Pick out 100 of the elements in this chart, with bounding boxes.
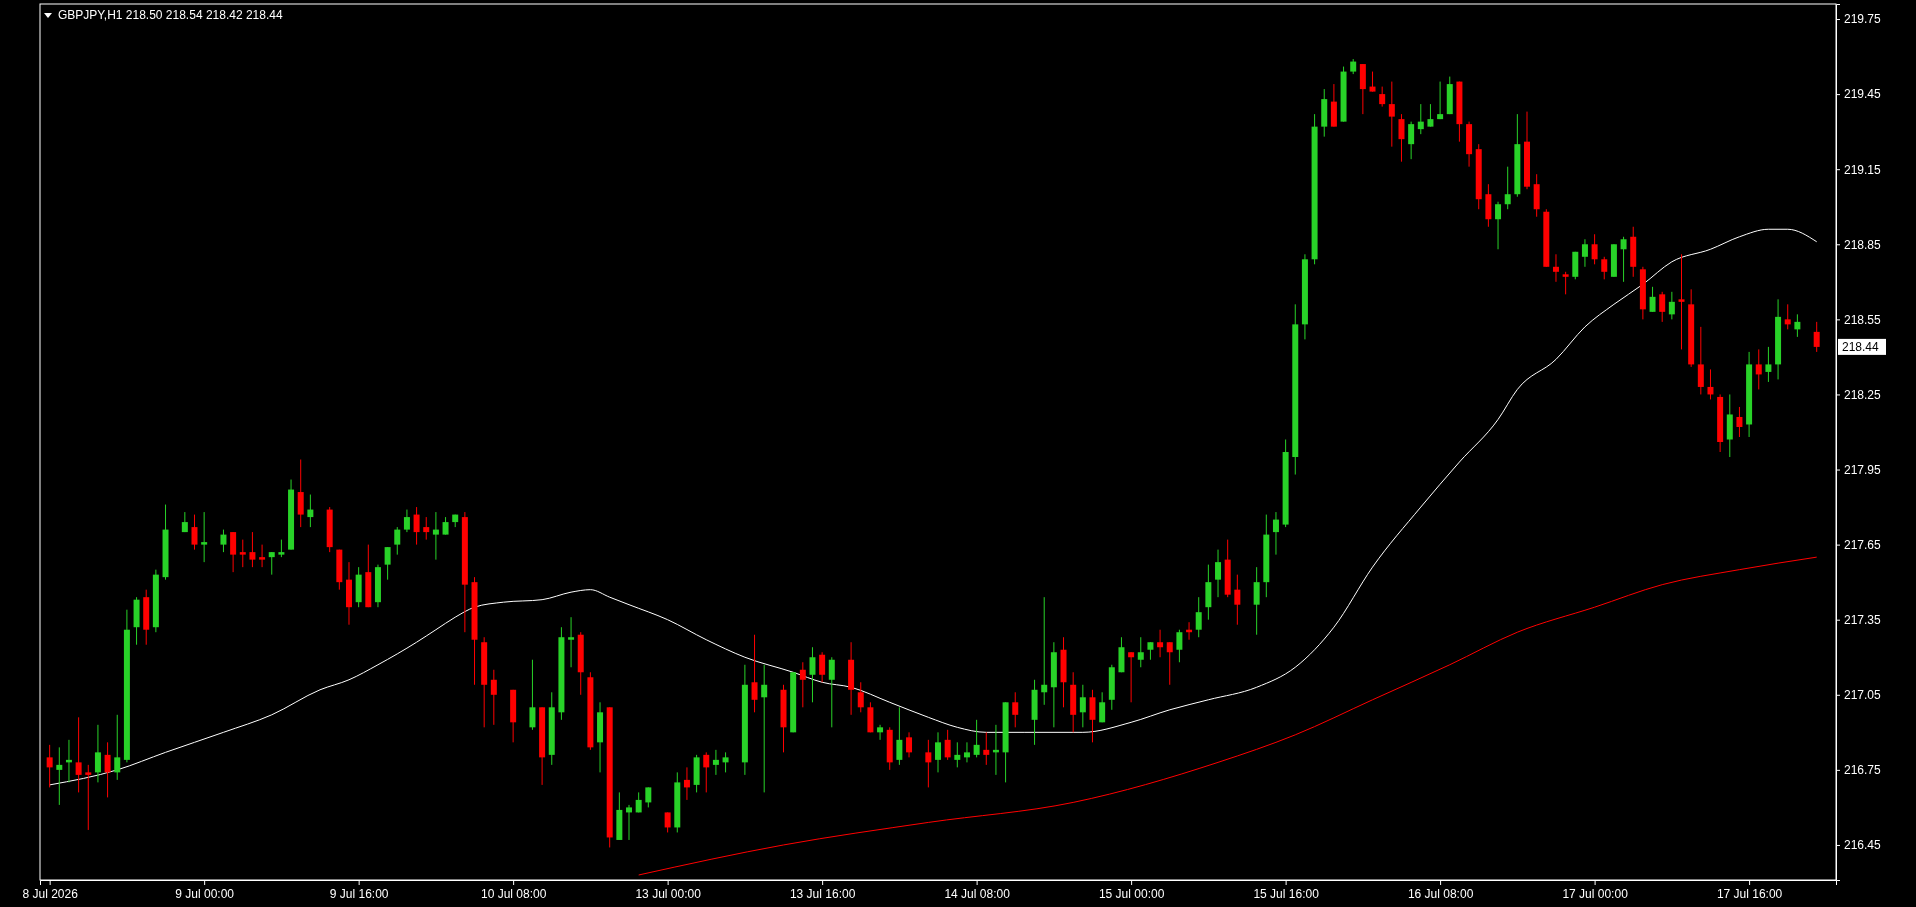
x-tick-label: 16 Jul 08:00 — [1407, 886, 1474, 901]
candlestick — [1234, 574, 1241, 626]
candlestick — [297, 459, 304, 528]
candlestick — [529, 659, 536, 731]
candlestick — [1707, 368, 1714, 400]
y-tick-label: 217.95 — [1844, 462, 1882, 477]
x-tick-label: 10 Jul 08:00 — [480, 886, 547, 901]
candlestick — [239, 539, 246, 568]
candlestick — [751, 634, 758, 713]
candlestick — [1369, 71, 1376, 93]
candlestick — [954, 741, 961, 768]
candlestick — [1736, 406, 1743, 438]
candlestick — [1659, 291, 1666, 323]
candlestick — [423, 516, 430, 541]
candlestick — [1784, 303, 1791, 330]
line-series — [638, 556, 1818, 876]
y-tick-label: 217.35 — [1844, 613, 1882, 628]
candlestick — [1379, 86, 1386, 108]
candlestick — [75, 716, 82, 793]
x-tick-label: 13 Jul 16:00 — [789, 886, 856, 901]
candlestick — [1562, 271, 1569, 295]
candlestick — [1195, 596, 1202, 638]
x-tick-label: 9 Jul 00:00 — [175, 886, 235, 901]
candlestick — [828, 656, 835, 728]
y-tick-label: 219.45 — [1844, 87, 1882, 102]
text: 218.44 — [1842, 340, 1880, 355]
candlestick — [1128, 651, 1135, 703]
candlestick — [983, 731, 990, 766]
candlestick — [220, 529, 227, 553]
candlestick — [1678, 253, 1685, 350]
candlestick — [104, 741, 111, 798]
candlestick — [249, 531, 256, 568]
candlestick — [703, 751, 710, 793]
x-tick-label: 9 Jul 16:00 — [329, 886, 389, 901]
y-tick-label: 217.65 — [1844, 537, 1882, 552]
candlestick — [1272, 511, 1279, 556]
candlestick — [394, 526, 401, 556]
candlestick — [1697, 326, 1704, 395]
candlestick — [1495, 201, 1502, 250]
candlestick — [307, 494, 314, 528]
candlestick — [906, 731, 913, 758]
candlestick — [683, 766, 690, 801]
candlestick — [114, 714, 121, 781]
candlestick — [268, 551, 275, 576]
candlestick — [1157, 629, 1164, 658]
candlestick — [1794, 313, 1801, 338]
candlestick — [1215, 549, 1222, 598]
line-series — [49, 228, 1818, 786]
candlestick — [1755, 348, 1762, 390]
y-tick-label: 218.25 — [1844, 387, 1882, 402]
x-tick-label: 15 Jul 00:00 — [1098, 886, 1165, 901]
candlestick — [403, 509, 410, 533]
candlestick — [712, 749, 719, 776]
candlestick — [1417, 103, 1424, 135]
candlestick — [799, 661, 806, 708]
candlestick — [1504, 166, 1511, 210]
candlestick — [1601, 256, 1608, 280]
candlestick — [935, 731, 941, 773]
x-tick-label: 14 Jul 08:00 — [944, 886, 1011, 901]
candlestick — [1012, 691, 1019, 728]
candlestick — [857, 681, 864, 713]
candlestick — [761, 664, 768, 793]
candlestick — [809, 646, 816, 703]
candlestick — [1388, 81, 1395, 148]
candlestick — [1176, 629, 1183, 663]
candlestick — [1427, 103, 1434, 128]
candlestick — [1591, 233, 1598, 265]
y-tick-label: 219.15 — [1844, 162, 1882, 177]
candlestick — [1166, 641, 1173, 686]
candlestick — [645, 786, 652, 808]
candlestick — [1253, 566, 1260, 636]
x-tick-label: 17 Jul 00:00 — [1562, 886, 1629, 901]
candlestick — [1099, 691, 1106, 723]
x-tick-label: 15 Jul 16:00 — [1253, 886, 1320, 901]
candlestick — [1649, 286, 1656, 313]
chart-title: GBPJPY,H1 218.50 218.54 218.42 218.44 — [58, 8, 283, 22]
candlestick — [1620, 236, 1627, 283]
x-tick-label: 8 Jul 2026 — [22, 886, 79, 901]
candlestick — [925, 739, 932, 788]
y-tick-label: 218.55 — [1844, 312, 1882, 327]
candlestick — [1408, 121, 1415, 160]
candlestick — [896, 706, 903, 766]
candlestick — [963, 741, 970, 763]
candlestick — [46, 744, 53, 788]
x-tick-label: 17 Jul 16:00 — [1716, 886, 1783, 901]
candlestick — [259, 544, 266, 568]
candlestick — [973, 719, 980, 758]
candlestick — [230, 531, 237, 573]
y-tick-label: 218.85 — [1844, 237, 1882, 252]
candlestick — [94, 724, 101, 783]
candlestick — [432, 511, 439, 561]
candlestick — [626, 804, 632, 841]
candlestick — [1765, 346, 1772, 383]
candlestick — [819, 651, 826, 683]
x-tick-label: 13 Jul 00:00 — [635, 886, 702, 901]
y-tick-label: 219.75 — [1844, 12, 1882, 27]
candlestick — [85, 764, 92, 831]
candlestick — [201, 511, 208, 563]
candlestick — [413, 506, 420, 546]
candlestick — [384, 546, 391, 581]
